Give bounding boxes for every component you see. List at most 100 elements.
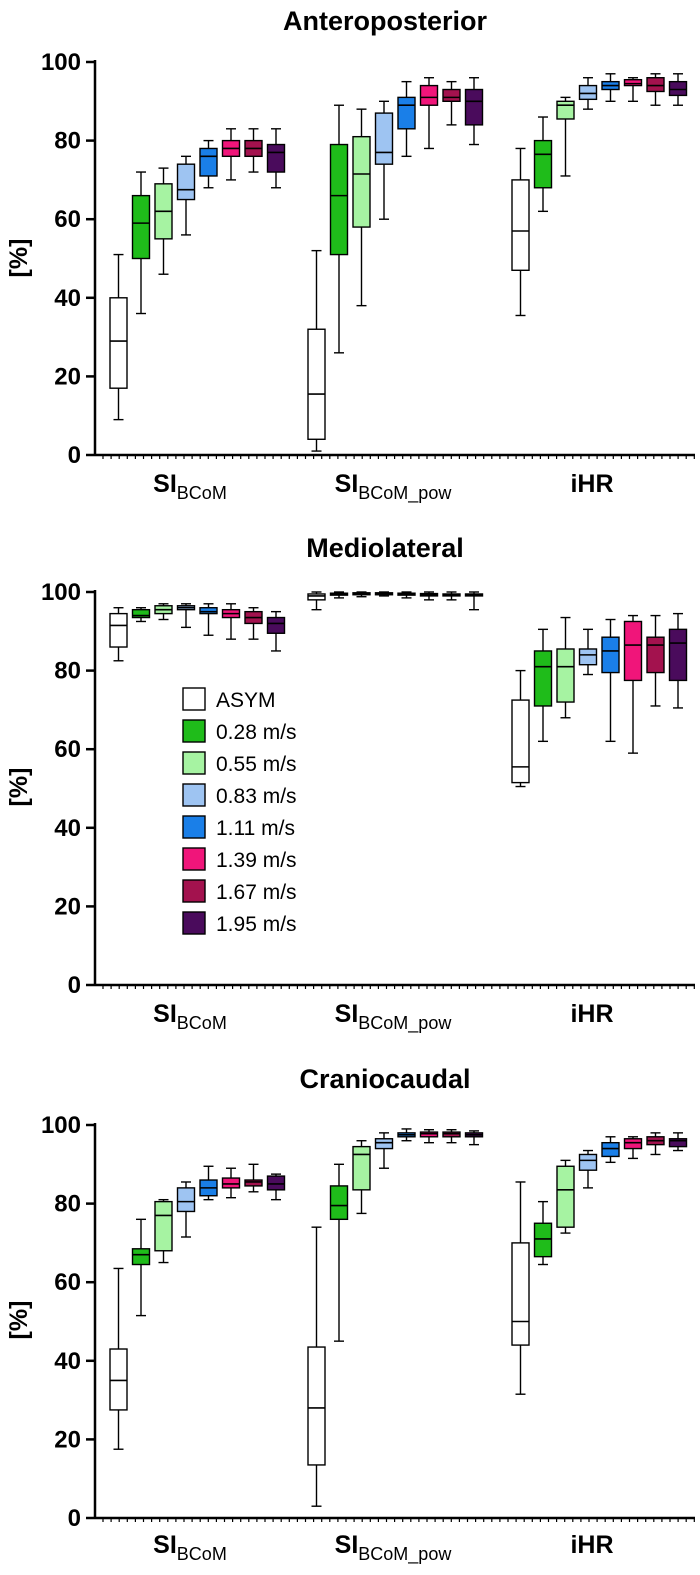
group-label-subscript: BCoM bbox=[177, 1544, 227, 1564]
box-2-5 bbox=[623, 614, 643, 754]
box-2-6 bbox=[646, 73, 665, 106]
panel-title: Mediolateral bbox=[306, 533, 464, 563]
box-body bbox=[109, 297, 128, 389]
legend-item: 0.55 m/s bbox=[182, 751, 297, 776]
legend-swatch bbox=[182, 783, 206, 807]
group-label-subscript: BCoM_pow bbox=[358, 483, 452, 504]
box-body bbox=[668, 628, 688, 682]
box-body bbox=[556, 100, 575, 120]
group-label-main: SI bbox=[153, 1531, 177, 1559]
box-0-6 bbox=[244, 128, 263, 173]
y-tick-label: 0 bbox=[68, 1505, 81, 1532]
y-tick-label: 0 bbox=[68, 442, 81, 469]
y-tick-label: 20 bbox=[54, 1426, 81, 1453]
y-axis-label: [%] bbox=[5, 768, 33, 807]
box-1-1 bbox=[329, 1163, 349, 1342]
box-body bbox=[109, 1348, 128, 1411]
y-tick-label: 0 bbox=[68, 972, 81, 999]
box-body bbox=[109, 612, 128, 648]
legend-swatch bbox=[182, 751, 206, 775]
legend: ASYM 0.28 m/s 0.55 m/s 0.83 m/s 1.11 m/s 1.39… bbox=[182, 687, 297, 936]
box-1-5 bbox=[419, 1129, 439, 1144]
box-2-0 bbox=[511, 1181, 530, 1395]
group-label-main: SI bbox=[335, 1531, 359, 1559]
legend-item: 1.67 m/s bbox=[182, 879, 297, 904]
box-body bbox=[556, 648, 575, 703]
y-axis-label: [%] bbox=[5, 239, 33, 278]
box-1-5 bbox=[419, 591, 439, 601]
box-body bbox=[646, 77, 665, 93]
box-1-1 bbox=[329, 591, 349, 599]
group-label-main: SI bbox=[153, 1000, 177, 1028]
box-2-5 bbox=[623, 1136, 643, 1160]
box-0-0 bbox=[109, 253, 128, 421]
box-2-3 bbox=[578, 1149, 598, 1189]
group-label-subscript: BCoM_pow bbox=[358, 1013, 452, 1034]
box-body bbox=[131, 608, 151, 619]
legend-swatch bbox=[182, 719, 206, 743]
group-label-main: SI bbox=[335, 1000, 359, 1028]
group-label-main: iHR bbox=[570, 470, 613, 498]
box-body bbox=[176, 1187, 196, 1213]
y-tick-label: 80 bbox=[54, 1191, 81, 1218]
box-body bbox=[533, 139, 553, 189]
box-1-2 bbox=[352, 108, 371, 307]
box-0-2 bbox=[154, 603, 173, 621]
box-1-5 bbox=[419, 77, 439, 150]
box-body bbox=[623, 78, 643, 87]
box-1-7 bbox=[464, 1130, 484, 1146]
box-body bbox=[352, 1145, 371, 1191]
box-body bbox=[511, 699, 530, 784]
box-body bbox=[397, 96, 416, 130]
box-0-5 bbox=[221, 128, 241, 181]
box-2-3 bbox=[578, 628, 598, 676]
box-2-6 bbox=[646, 1132, 665, 1156]
box-1-3 bbox=[374, 1132, 394, 1169]
y-tick-label: 20 bbox=[54, 893, 81, 920]
box-1-6 bbox=[442, 591, 461, 601]
box-0-1 bbox=[131, 1218, 151, 1317]
box-2-1 bbox=[533, 628, 553, 743]
legend-item: 1.95 m/s bbox=[182, 911, 297, 936]
box-2-1 bbox=[533, 116, 553, 213]
box-0-5 bbox=[221, 603, 241, 640]
box-1-7 bbox=[464, 77, 484, 146]
box-body bbox=[374, 112, 394, 165]
group-label: SIBCoM_pow bbox=[335, 1531, 453, 1565]
legend-label: 0.28 m/s bbox=[216, 721, 297, 744]
box-body bbox=[601, 636, 620, 674]
legend-swatch bbox=[182, 815, 206, 839]
y-tick-label: 40 bbox=[54, 815, 81, 842]
y-tick-label: 40 bbox=[54, 1348, 81, 1375]
box-0-4 bbox=[199, 1165, 218, 1201]
legend-label: ASYM bbox=[216, 689, 276, 712]
box-2-0 bbox=[511, 147, 530, 317]
group-label: SIBCoM bbox=[153, 470, 227, 503]
box-2-4 bbox=[601, 73, 620, 103]
box-body bbox=[623, 620, 643, 682]
box-2-7 bbox=[668, 612, 688, 709]
legend-item: 1.11 m/s bbox=[182, 815, 295, 840]
box-2-2 bbox=[556, 616, 575, 719]
box-body bbox=[131, 1248, 151, 1266]
box-0-2 bbox=[154, 167, 173, 275]
legend-item: 1.39 m/s bbox=[182, 847, 297, 872]
box-2-7 bbox=[668, 73, 688, 106]
box-0-4 bbox=[199, 603, 218, 636]
legend-swatch bbox=[182, 847, 206, 871]
box-body bbox=[266, 1175, 286, 1191]
legend-item: 0.28 m/s bbox=[182, 719, 297, 744]
y-tick-label: 100 bbox=[41, 579, 81, 606]
box-body bbox=[623, 1138, 643, 1150]
y-tick-label: 20 bbox=[54, 363, 81, 390]
box-1-3 bbox=[374, 100, 394, 220]
box-0-3 bbox=[176, 603, 196, 629]
box-1-2 bbox=[352, 591, 371, 598]
legend-swatch bbox=[182, 911, 206, 935]
group-label-main: SI bbox=[153, 470, 177, 498]
box-2-6 bbox=[646, 614, 665, 707]
group-label: iHR bbox=[570, 470, 613, 498]
